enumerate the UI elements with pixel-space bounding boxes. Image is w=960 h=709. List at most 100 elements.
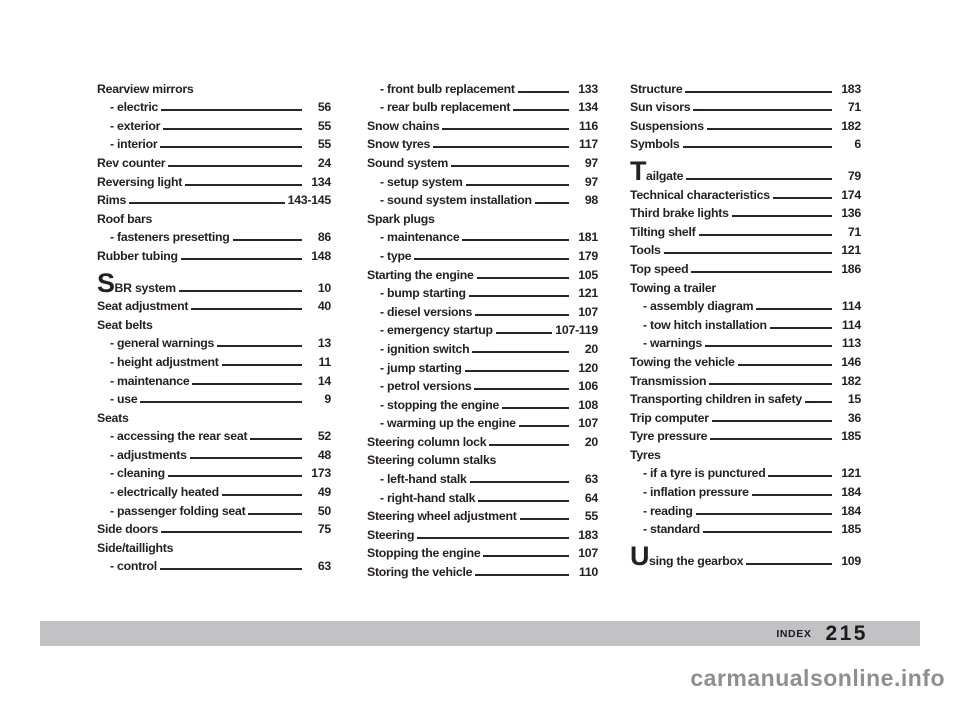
index-entry: Steering 183 <box>367 524 598 543</box>
index-entry-label: Using the gearbox <box>630 540 744 571</box>
index-entry-label: - bump starting <box>380 286 466 301</box>
dropcap-letter: U <box>630 540 650 571</box>
index-entry-page-number: 107 <box>578 304 598 319</box>
index-entry-label: Transporting children in safety <box>630 392 802 407</box>
index-entry-page-number: 106 <box>578 379 598 394</box>
index-entry-label: Seat belts <box>97 317 153 332</box>
index-entry-label: Towing the vehicle <box>630 354 735 369</box>
dot-leader <box>469 481 569 484</box>
index-entry-label: Third brake lights <box>630 206 729 221</box>
index-entry-label: Spark plugs <box>367 211 435 226</box>
dropcap-letter: S <box>97 267 115 298</box>
index-entry-page-number: 52 <box>317 429 331 444</box>
dot-leader <box>462 239 569 242</box>
index-entry: Snow chains 116 <box>367 115 598 134</box>
index-entry-label: Tyre pressure <box>630 429 708 444</box>
index-section-header: Steering column stalks <box>367 450 598 469</box>
index-entry-label: Technical characteristics <box>630 187 770 202</box>
index-section-header: Towing a trailer <box>630 277 861 296</box>
index-entry: Stopping the engine 107 <box>367 543 598 562</box>
dot-leader <box>686 177 832 180</box>
index-entry-page-number: 107 <box>578 416 598 431</box>
index-entry-label: Steering wheel adjustment <box>367 509 517 524</box>
dot-leader <box>475 574 569 577</box>
dot-leader <box>483 555 569 558</box>
dot-leader <box>468 295 569 298</box>
index-entry-page-number: 183 <box>578 527 598 542</box>
index-entry-label: - emergency startup <box>380 323 493 338</box>
index-entry-page-number: 56 <box>317 100 331 115</box>
index-entry-page-number: 55 <box>317 137 331 152</box>
index-entry-page-number: 14 <box>317 373 331 388</box>
index-entry-label: Reversing light <box>97 174 183 189</box>
index-entry-label: - maintenance <box>380 230 460 245</box>
index-entry: - accessing the rear seat 52 <box>97 426 331 445</box>
index-entry-label: - petrol versions <box>380 379 472 394</box>
index-entry: - jump starting 120 <box>367 357 598 376</box>
index-entry: - fasteners presetting 86 <box>97 227 331 246</box>
index-entry: - if a tyre is punctured 121 <box>630 463 861 482</box>
index-entry-page-number: 97 <box>584 174 598 189</box>
index-entry-label: - standard <box>643 522 700 537</box>
index-entry: - setup system 97 <box>367 171 598 190</box>
index-entry-page-number: 173 <box>311 466 331 481</box>
index-entry: Using the gearbox 109 <box>630 540 861 571</box>
index-entry-page-number: 64 <box>584 490 598 505</box>
index-entry-page-number: 143-145 <box>287 193 332 208</box>
index-entry: - height adjustment 11 <box>97 351 331 370</box>
dot-leader <box>804 401 832 404</box>
index-column-1: Rearview mirrors - electric 56 - exterior 55… <box>97 78 331 574</box>
dot-leader <box>534 202 569 205</box>
index-entry: Symbols 6 <box>630 134 861 153</box>
index-entry-label: - control <box>110 559 157 574</box>
index-entry-label: - right-hand stalk <box>380 490 476 505</box>
index-entry-page-number: 20 <box>584 341 598 356</box>
dot-leader <box>178 289 302 292</box>
dot-leader <box>769 326 832 329</box>
dot-leader <box>217 345 302 348</box>
dot-leader <box>465 183 569 186</box>
index-entry: Reversing light 134 <box>97 171 331 190</box>
index-section-header: Seats <box>97 407 331 426</box>
index-entry-page-number: 9 <box>324 392 331 407</box>
index-entry-page-number: 107 <box>578 546 598 561</box>
index-entry-label: - electric <box>110 100 159 115</box>
dot-leader <box>221 363 302 366</box>
dot-leader <box>693 109 832 112</box>
index-entry-label: Seat adjustment <box>97 299 189 314</box>
index-entry-label: Snow tyres <box>367 137 431 152</box>
index-entry: - tow hitch installation 114 <box>630 314 861 333</box>
index-entry-label: - height adjustment <box>110 354 219 369</box>
index-entry: Steering column lock 20 <box>367 431 598 450</box>
index-entry-label: - warming up the engine <box>380 416 516 431</box>
index-entry: - type 179 <box>367 245 598 264</box>
index-entry-page-number: 40 <box>317 299 331 314</box>
index-entry-label: - accessing the rear seat <box>110 429 248 444</box>
index-entry: Transmission 182 <box>630 370 861 389</box>
index-entry-page-number: 184 <box>841 485 861 500</box>
index-entry-label: - passenger folding seat <box>110 503 246 518</box>
dot-leader <box>478 499 569 502</box>
index-entry: - exterior 55 <box>97 115 331 134</box>
index-entry: - right-hand stalk 64 <box>367 487 598 506</box>
index-entry-label: Steering <box>367 527 415 542</box>
index-entry: Tilting shelf 71 <box>630 221 861 240</box>
index-entry: - diesel versions 107 <box>367 301 598 320</box>
index-entry: - general warnings 13 <box>97 333 331 352</box>
index-entry-label: - maintenance <box>110 373 190 388</box>
index-entry-label: Top speed <box>630 261 689 276</box>
index-entry-page-number: 79 <box>847 168 861 183</box>
dot-leader <box>489 443 569 446</box>
index-entry-label: - jump starting <box>380 360 462 375</box>
watermark-text: carmanualsonline.info <box>690 665 945 691</box>
index-entry-page-number: 20 <box>584 434 598 449</box>
index-entry-page-number: 182 <box>841 373 861 388</box>
dot-leader <box>464 369 569 372</box>
dot-leader <box>756 308 832 311</box>
index-entry: - warming up the engine 107 <box>367 413 598 432</box>
index-entry-page-number: 181 <box>578 230 598 245</box>
index-entry-page-number: 120 <box>578 360 598 375</box>
index-entry-label: - cleaning <box>110 466 165 481</box>
index-entry: - rear bulb replacement 134 <box>367 97 598 116</box>
